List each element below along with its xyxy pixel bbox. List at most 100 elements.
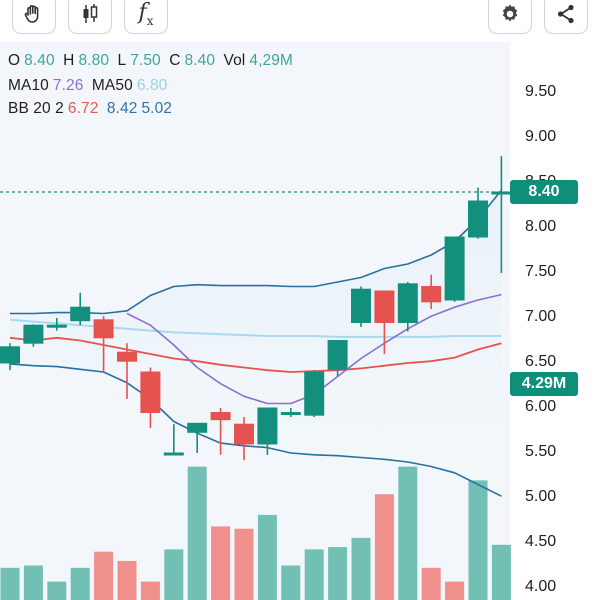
candle[interactable]	[210, 408, 231, 455]
settings-button[interactable]	[488, 0, 532, 34]
share-icon	[554, 2, 578, 26]
candle-body	[70, 306, 91, 322]
candlesticks[interactable]	[0, 156, 512, 461]
volume-bar	[70, 567, 90, 600]
gear-icon	[498, 2, 522, 26]
chart-type-button[interactable]	[68, 0, 112, 34]
candle-body	[93, 319, 114, 339]
candle-body	[351, 288, 371, 324]
bb-lower-value: 5.02	[141, 100, 173, 117]
ma50-line	[9, 318, 502, 338]
candle-body	[140, 371, 161, 413]
ma10-value: 7.26	[52, 77, 84, 94]
candle[interactable]	[46, 318, 67, 331]
high-label: H	[63, 52, 75, 69]
price-axis-tick: 9.00	[525, 128, 557, 145]
ma10-label: MA10	[8, 77, 49, 94]
bb-mid-line	[9, 336, 502, 373]
candle[interactable]	[327, 340, 348, 377]
candle[interactable]	[117, 343, 137, 399]
candle[interactable]	[351, 286, 371, 328]
volume-bar	[257, 514, 277, 600]
high-value: 8.80	[78, 52, 110, 69]
candle-body	[0, 346, 20, 364]
candle[interactable]	[397, 282, 418, 332]
volume-bar	[94, 551, 114, 600]
bb-legend: BB 20 2 6.72 8.42 5.02	[8, 100, 176, 118]
bollinger-band-area	[10, 190, 502, 497]
candle[interactable]	[140, 367, 161, 428]
share-button[interactable]	[544, 0, 588, 34]
candle[interactable]	[187, 422, 208, 453]
price-axis-tick: 6.00	[525, 398, 557, 415]
candle[interactable]	[304, 370, 325, 417]
candle-body	[117, 351, 137, 362]
candle[interactable]	[468, 187, 488, 239]
candle[interactable]	[0, 343, 20, 371]
volume-bar	[187, 466, 207, 600]
price-axis-tick: 6.50	[525, 353, 557, 370]
candle[interactable]	[70, 292, 91, 326]
candle[interactable]	[280, 408, 301, 417]
candle[interactable]	[163, 424, 184, 456]
candle[interactable]	[23, 324, 44, 347]
volume-bar	[374, 494, 394, 600]
price-axis-tick: 7.00	[525, 308, 557, 325]
candle-body	[397, 283, 418, 323]
candle[interactable]	[374, 290, 395, 354]
volume-bar	[47, 581, 67, 600]
open-label: O	[8, 52, 21, 69]
toolbar: fx	[0, 0, 600, 40]
price-axis-tick: 9.50	[525, 83, 557, 100]
ma50-value: 6.80	[136, 77, 168, 94]
candle[interactable]	[234, 417, 254, 461]
volume-bar	[351, 537, 371, 600]
hand-icon	[22, 2, 46, 26]
ohlc-legend: O 8.40 H 8.80 L 7.50 C 8.40 Vol 4,29M	[8, 52, 297, 70]
candle-body	[491, 191, 512, 195]
candle-body	[210, 412, 231, 421]
close-value: 8.40	[184, 52, 216, 69]
last-price-tag: 8.40	[510, 180, 578, 204]
candle[interactable]	[93, 316, 114, 372]
price-axis-tick: 7.50	[525, 263, 557, 280]
price-axis-tick: 4.50	[525, 533, 557, 550]
candle-body	[374, 290, 395, 323]
candle-body	[46, 324, 67, 328]
bb-band-fill	[10, 190, 502, 497]
volume-bar	[23, 565, 43, 600]
indicators-button[interactable]: fx	[124, 0, 168, 34]
bb-lower-line	[9, 363, 502, 497]
volume-bar	[491, 544, 511, 600]
price-axis-tick: 5.50	[525, 443, 557, 460]
bb-upper-line	[10, 189, 503, 315]
function-icon: fx	[138, 0, 154, 28]
candle-body	[327, 340, 348, 370]
price-axis-tick: 5.00	[525, 488, 557, 505]
close-label: C	[169, 52, 181, 69]
volume-bar	[421, 567, 441, 600]
candle-body	[257, 407, 278, 445]
candle[interactable]	[421, 274, 442, 309]
candle[interactable]	[444, 236, 465, 302]
candle-body	[234, 423, 254, 445]
candle-body	[23, 324, 44, 344]
candle-body	[421, 286, 442, 303]
bb-label: BB 20 2	[8, 100, 64, 117]
last-volume-tag: 4.29M	[510, 372, 578, 396]
low-value: 7.50	[130, 52, 161, 69]
candle[interactable]	[257, 407, 278, 455]
volume-bar	[234, 528, 254, 600]
volume-bar	[164, 549, 184, 600]
candle-body	[304, 371, 325, 416]
bb-upper-value: 8.42	[106, 100, 138, 117]
volume-bar	[211, 526, 231, 600]
hand-tool-button[interactable]	[12, 0, 56, 34]
volume-label: Vol	[223, 52, 246, 69]
bb-mid-value: 6.72	[67, 100, 99, 117]
ma-legend: MA10 7.26 MA50 6.80	[8, 77, 171, 95]
candle-body	[280, 412, 301, 415]
candle-body	[468, 200, 488, 238]
volume-bar	[0, 567, 20, 600]
